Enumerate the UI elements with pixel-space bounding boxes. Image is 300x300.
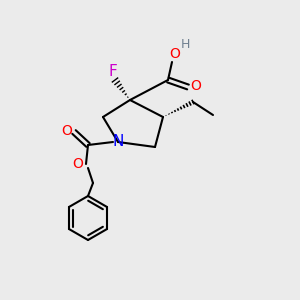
Text: H: H [180,38,190,52]
Text: O: O [190,79,201,93]
Text: O: O [73,157,83,171]
Text: N: N [112,134,124,149]
Text: F: F [109,64,117,80]
Text: O: O [169,47,180,61]
Text: O: O [61,124,72,138]
